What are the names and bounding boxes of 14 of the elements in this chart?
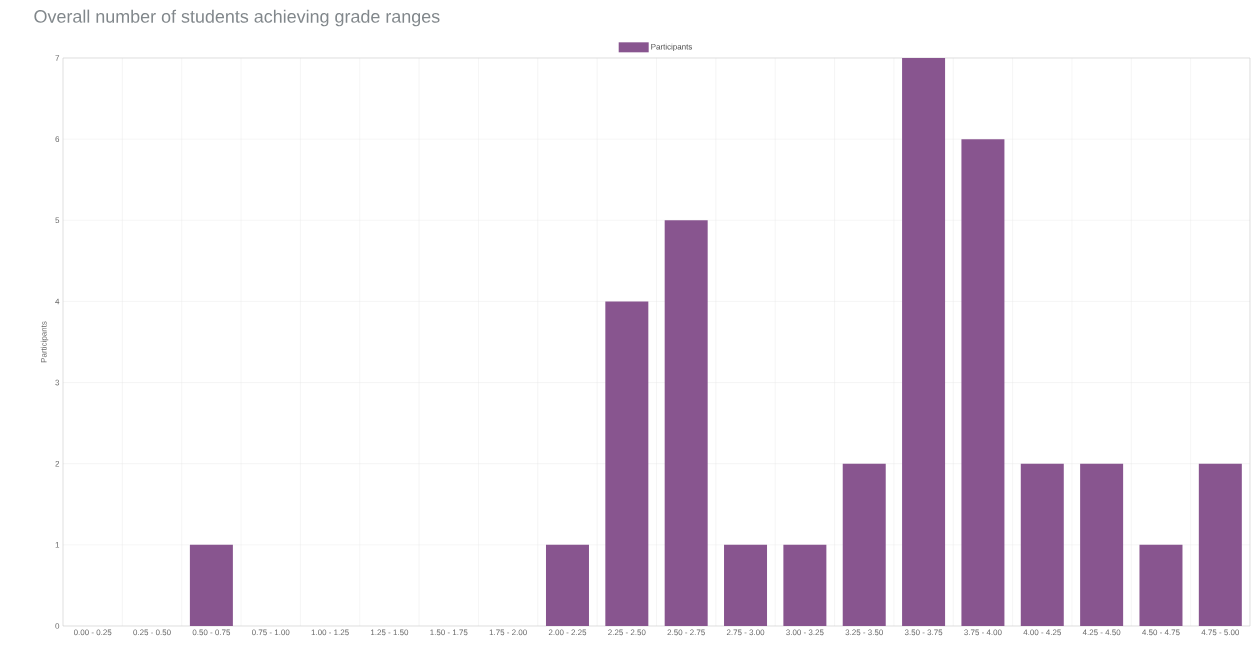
bar <box>842 463 886 626</box>
bar <box>1139 544 1183 626</box>
bar <box>724 544 768 626</box>
bar <box>545 544 589 626</box>
bar <box>605 301 649 626</box>
bar <box>664 220 708 626</box>
bar <box>783 544 827 626</box>
bar <box>1080 463 1124 626</box>
bar <box>902 57 946 626</box>
bar <box>1198 463 1242 626</box>
bar <box>189 544 233 626</box>
bar <box>961 139 1005 626</box>
bar <box>1020 463 1064 626</box>
chart-title: Overall number of students achieving grade ranges <box>34 9 440 27</box>
